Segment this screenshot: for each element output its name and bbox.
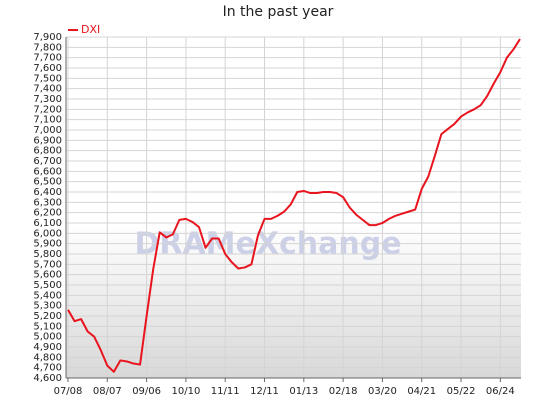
x-tick-label: 12/11	[250, 386, 279, 397]
y-tick-label: 5,000	[33, 332, 62, 343]
y-tick-label: 7,300	[33, 94, 62, 105]
legend-label: DXI	[81, 23, 100, 36]
y-tick-label: 6,200	[33, 208, 62, 219]
y-tick-label: 5,900	[33, 239, 62, 250]
y-tick-label: 6,500	[33, 177, 62, 188]
plot-area	[66, 37, 521, 378]
y-tick-label: 7,800	[33, 42, 62, 53]
y-tick-label: 7,100	[33, 115, 62, 126]
x-tick-label: 05/22	[447, 386, 476, 397]
y-tick-label: 4,600	[33, 373, 62, 384]
x-tick-label: 08/07	[93, 386, 122, 397]
data-line	[67, 38, 521, 373]
y-tick-label: 6,100	[33, 218, 62, 229]
x-tick-label: 04/21	[407, 386, 436, 397]
y-tick-label: 5,800	[33, 249, 62, 260]
y-tick-label: 4,800	[33, 352, 62, 363]
x-tick-label: 07/08	[54, 386, 83, 397]
chart-title: In the past year	[223, 4, 334, 20]
x-tick-label: 06/24	[486, 386, 515, 397]
y-tick-label: 7,400	[33, 84, 62, 95]
y-tick-label: 5,500	[33, 280, 62, 291]
x-tick-label: 02/18	[329, 386, 358, 397]
x-tick-label: 01/13	[289, 386, 318, 397]
y-tick-label: 7,700	[33, 53, 62, 64]
y-tick-label: 6,900	[33, 135, 62, 146]
x-tick-label: 10/10	[171, 386, 200, 397]
y-tick-label: 5,400	[33, 290, 62, 301]
y-tick-label: 6,000	[33, 228, 62, 239]
y-tick-label: 7,000	[33, 125, 62, 136]
y-tick-label: 5,200	[33, 311, 62, 322]
y-tick-label: 6,300	[33, 197, 62, 208]
y-tick-label: 5,700	[33, 259, 62, 270]
y-tick-label: 5,600	[33, 270, 62, 281]
x-tick-label: 03/20	[368, 386, 397, 397]
y-tick-label: 7,600	[33, 63, 62, 74]
y-tick-label: 4,900	[33, 342, 62, 353]
y-tick-label: 7,900	[33, 32, 62, 43]
y-tick-label: 5,300	[33, 301, 62, 312]
x-tick-label: 11/11	[211, 386, 240, 397]
y-tick-label: 7,500	[33, 73, 62, 84]
y-tick-label: 4,700	[33, 363, 62, 374]
y-tick-label: 6,400	[33, 187, 62, 198]
y-tick-label: 6,800	[33, 146, 62, 157]
y-tick-label: 6,600	[33, 166, 62, 177]
y-tick-label: 5,100	[33, 321, 62, 332]
y-tick-label: 6,700	[33, 156, 62, 167]
y-tick-label: 7,200	[33, 104, 62, 115]
x-tick-label: 09/06	[132, 386, 161, 397]
